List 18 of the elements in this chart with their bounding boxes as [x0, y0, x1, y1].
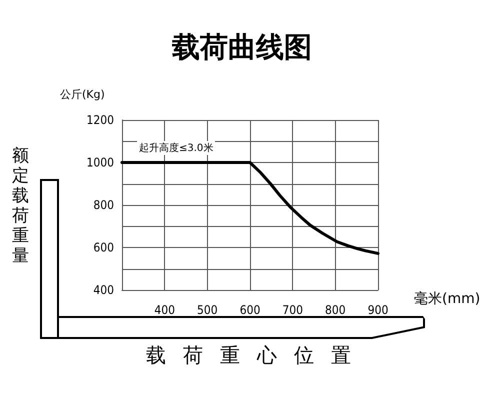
- x-tick-label: 900: [368, 303, 388, 317]
- x-axis-title: 载荷重心位置: [145, 342, 369, 369]
- line-series: [120, 161, 380, 255]
- text: 毫米(mm): [414, 290, 480, 308]
- chart-title: 载荷曲线图: [171, 30, 312, 64]
- y-tick-label: 600: [93, 240, 114, 254]
- x-tick-label: 600: [240, 303, 260, 317]
- y-tick-label: 1000: [86, 156, 114, 170]
- y-tick-label: 1200: [86, 113, 114, 127]
- y-tick-label: 800: [93, 198, 114, 212]
- x-tick-label: 800: [325, 303, 346, 317]
- x-tick-label: 500: [197, 303, 218, 317]
- x-tick-label: 400: [154, 303, 176, 317]
- y-axis-title: 额定载荷重量: [12, 146, 30, 266]
- y-tick-label: 400: [93, 283, 114, 297]
- x-tick-label: 700: [282, 303, 304, 317]
- text: 公斤(Kg): [60, 87, 105, 102]
- annotation: 起升高度≤3.0米: [137, 141, 216, 155]
